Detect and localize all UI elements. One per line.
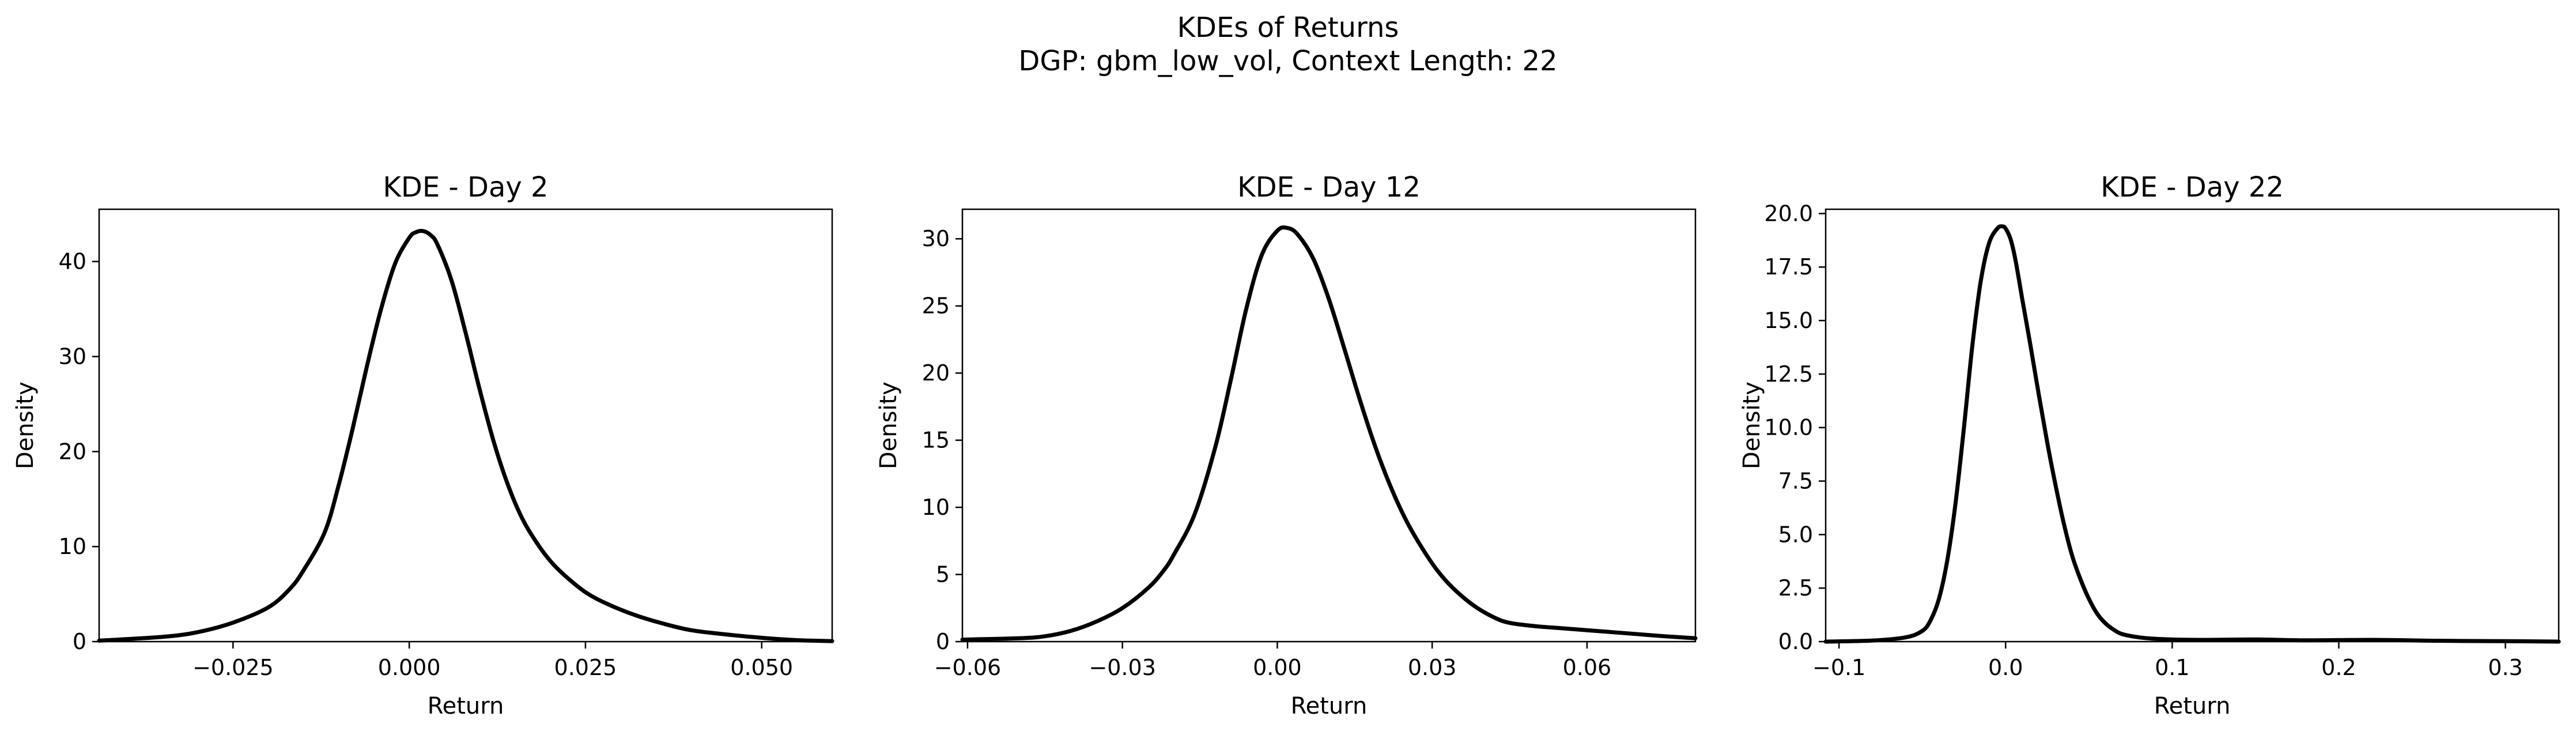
y-tick-label: 2.5 [1778,575,1813,601]
subplot-day-22: KDE - Day 22 −0.1 0.0 0.1 0.2 0.30.02.55.07.… [1739,171,2561,719]
x-tick-label: 0.06 [1563,655,1612,680]
y-axis-label: Density [875,382,902,469]
subplot-day-2: KDE - Day 2 −0.025 0.000 0.025 0.050 0 10 20 30… [12,171,834,719]
x-tick-label: 0.3 [2488,655,2522,680]
axes-frame [961,208,1697,643]
x-tick-label: 0.025 [554,655,617,680]
y-tick-label: 17.5 [1764,254,1813,280]
y-tick-label: 25 [922,293,950,319]
x-tick-label: 0.2 [2321,655,2356,680]
x-tick-label: 0.050 [730,655,793,680]
y-tick-label: 5 [936,562,950,587]
x-tick-label: 0.0 [1988,655,2023,680]
y-tick-label: 0 [936,629,950,654]
kde-curve [1823,224,2561,644]
x-tick-label: −0.025 [192,655,274,680]
tick-group: −0.1 0.0 0.1 0.2 0.30.02.55.07.510.012.515.0… [1764,201,2522,680]
kde-curve [97,229,834,643]
figure-title-line2: DGP: gbm_low_vol, Context Length: 22 [1018,45,1557,77]
y-tick-label: 30 [922,226,950,251]
y-tick-label: 20 [59,439,86,464]
x-tick-label: 0.03 [1408,655,1457,680]
y-tick-label: 5.0 [1778,522,1813,547]
y-axis-label: Density [1739,382,1765,469]
axes-frame [98,208,833,643]
x-tick-label: 0.1 [2155,655,2189,680]
x-tick-label: −0.03 [1089,655,1155,680]
x-axis-label: Return [2154,693,2231,719]
tick-group: −0.025 0.000 0.025 0.050 0 10 20 30 40 [59,249,793,680]
y-tick-label: 20.0 [1764,201,1813,226]
subplot-title: KDE - Day 2 [383,171,548,203]
y-axis-label: Density [12,382,39,469]
x-tick-label: −0.06 [934,655,1001,680]
y-tick-label: 12.5 [1764,361,1813,387]
y-tick-label: 40 [59,249,86,274]
kde-curve [960,225,1698,642]
y-tick-label: 20 [922,360,950,386]
subplot-title: KDE - Day 22 [2101,171,2284,203]
y-tick-label: 0.0 [1778,629,1813,654]
y-tick-label: 0 [73,629,86,654]
y-tick-label: 10 [922,495,950,520]
y-tick-label: 15 [922,428,950,453]
subplot-day-12: KDE - Day 12 −0.06 −0.03 0.00 0.03 0.06 0 5 10 1… [875,171,1698,719]
y-tick-label: 15.0 [1764,308,1813,333]
figure-title-line1: KDEs of Returns [1177,12,1399,44]
y-tick-label: 30 [59,344,86,369]
y-tick-label: 7.5 [1778,469,1813,494]
x-axis-label: Return [428,693,504,719]
x-tick-label: 0.000 [378,655,441,680]
subplot-title: KDE - Day 12 [1237,171,1421,203]
y-tick-label: 10.0 [1764,415,1813,440]
y-tick-label: 10 [59,534,86,559]
x-tick-label: 0.00 [1253,655,1302,680]
axes-frame [1825,208,2560,643]
tick-group: −0.06 −0.03 0.00 0.03 0.06 0 5 10 15 20 25 30 [922,226,1612,680]
x-axis-label: Return [1291,693,1368,719]
x-tick-label: −0.1 [1812,655,1865,680]
